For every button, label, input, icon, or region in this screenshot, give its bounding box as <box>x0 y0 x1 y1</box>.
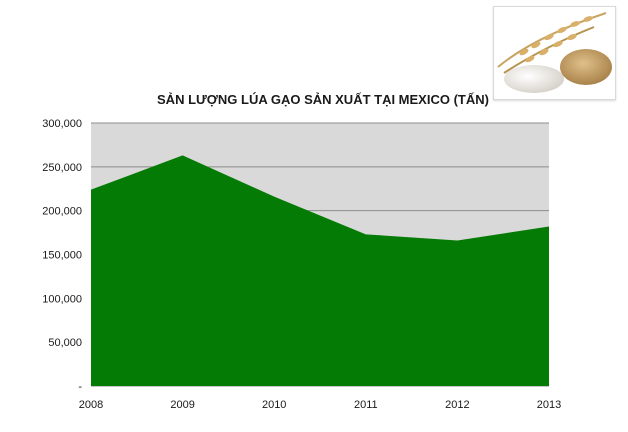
x-axis-tick-labels: 2008 2009 2010 2011 2012 2013 <box>79 399 561 411</box>
y-axis-tick-labels: - 50,000 100,000 150,000 200,000 250,000 300,0… <box>42 118 82 393</box>
y-tick-label: 300,000 <box>42 118 82 130</box>
y-tick-label: 150,000 <box>42 250 82 262</box>
series-area <box>91 155 549 386</box>
x-tick-label: 2009 <box>170 399 194 411</box>
y-tick-label: - <box>78 381 82 393</box>
x-tick-label: 2011 <box>354 399 378 411</box>
x-tick-label: 2012 <box>445 399 469 411</box>
y-tick-label: 100,000 <box>42 293 82 305</box>
y-tick-label: 50,000 <box>48 337 82 349</box>
x-tick-label: 2008 <box>79 399 103 411</box>
y-tick-label: 250,000 <box>42 162 82 174</box>
chart-title: SẢN LƯỢNG LÚA GẠO SẢN XUẤT TẠI MEXICO (T… <box>157 92 489 107</box>
x-tick-label: 2013 <box>537 399 561 411</box>
rice-grains-photo-icon <box>493 6 616 100</box>
y-tick-label: 200,000 <box>42 206 82 218</box>
x-tick-label: 2010 <box>262 399 286 411</box>
rice-photo-illustration <box>497 12 612 93</box>
